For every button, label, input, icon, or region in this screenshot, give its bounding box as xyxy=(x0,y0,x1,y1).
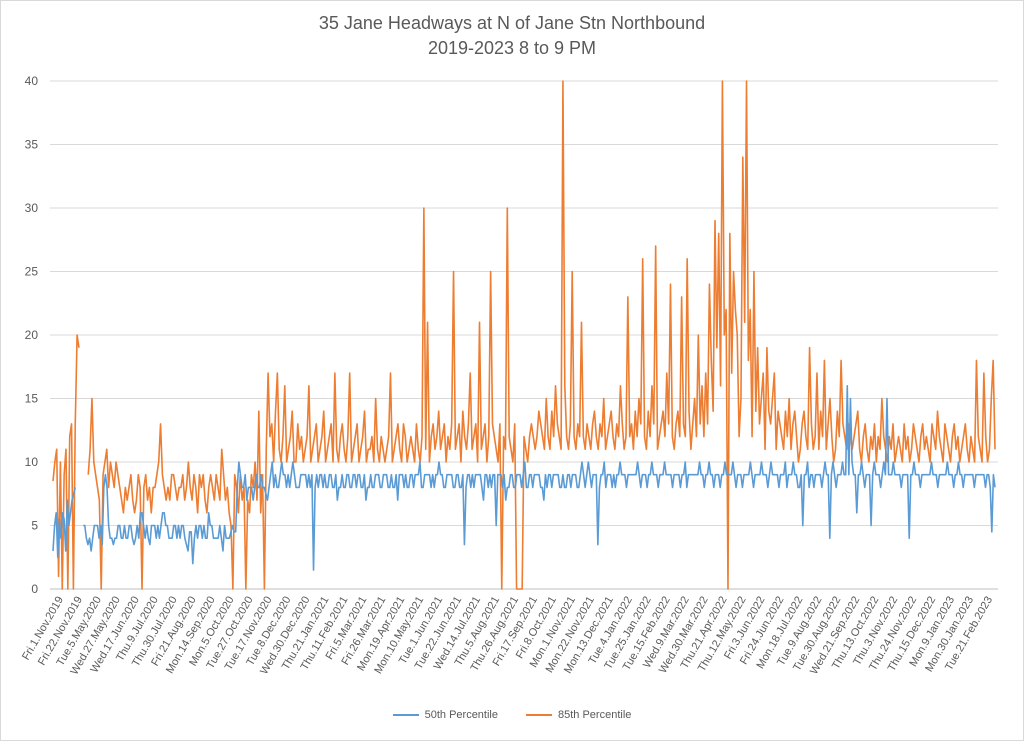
y-tick-label: 20 xyxy=(25,328,39,342)
chart-subtitle: 2019-2023 8 to 9 PM xyxy=(427,38,597,58)
y-tick-label: 10 xyxy=(25,455,39,469)
y-tick-label: 30 xyxy=(25,201,39,215)
series-50th-percentile-line xyxy=(52,385,996,571)
y-axis-ticks: 0 5 10 15 20 25 30 35 40 xyxy=(25,74,39,596)
legend-item-50th: 50th Percentile xyxy=(392,709,498,721)
legend-swatch-50th xyxy=(392,714,419,716)
y-tick-label: 5 xyxy=(31,519,38,533)
y-tick-label: 15 xyxy=(25,392,39,406)
gridlines xyxy=(50,80,998,590)
x-axis-ticks: Fri.1.Nov.2019Fri.22.Nov.2019Tue.5.May.2… xyxy=(20,595,995,677)
legend-item-85th: 85th Percentile xyxy=(526,709,631,721)
y-tick-label: 0 xyxy=(31,582,38,596)
y-tick-label: 35 xyxy=(25,138,39,152)
y-tick-label: 25 xyxy=(25,265,39,279)
legend-label-50th: 50th Percentile xyxy=(424,709,498,721)
series-lines xyxy=(52,80,996,590)
y-tick-label: 40 xyxy=(25,74,39,88)
chart-title: 35 Jane Headways at N of Jane Stn Northb… xyxy=(318,13,706,33)
legend-label-85th: 85th Percentile xyxy=(558,709,632,721)
series-85th-percentile-line xyxy=(52,80,996,590)
legend-swatch-85th xyxy=(526,714,552,716)
legend: 50th Percentile 85th Percentile xyxy=(0,709,1024,721)
